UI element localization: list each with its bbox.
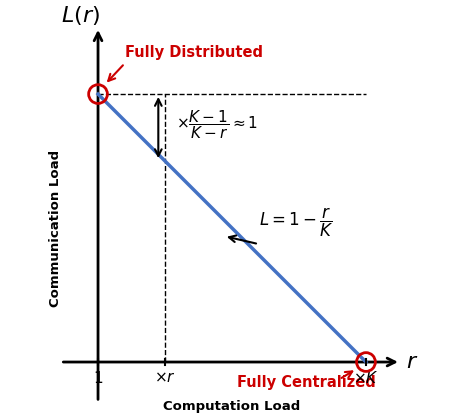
Text: $r$: $r$ xyxy=(405,352,418,372)
Text: Communication Load: Communication Load xyxy=(49,149,62,306)
Text: $\times\dfrac{K-1}{K-r}\approx 1$: $\times\dfrac{K-1}{K-r}\approx 1$ xyxy=(175,108,257,141)
Text: $\times K$: $\times K$ xyxy=(352,370,378,386)
Text: $1$: $1$ xyxy=(93,370,103,386)
Text: Computation Load: Computation Load xyxy=(163,400,300,413)
Text: $L(r)$: $L(r)$ xyxy=(60,4,99,27)
Text: Fully Centralized: Fully Centralized xyxy=(237,374,375,389)
Text: Fully Distributed: Fully Distributed xyxy=(125,45,262,60)
Text: $L = 1 - \dfrac{r}{K}$: $L = 1 - \dfrac{r}{K}$ xyxy=(258,206,333,239)
Text: $\times r$: $\times r$ xyxy=(154,370,175,385)
